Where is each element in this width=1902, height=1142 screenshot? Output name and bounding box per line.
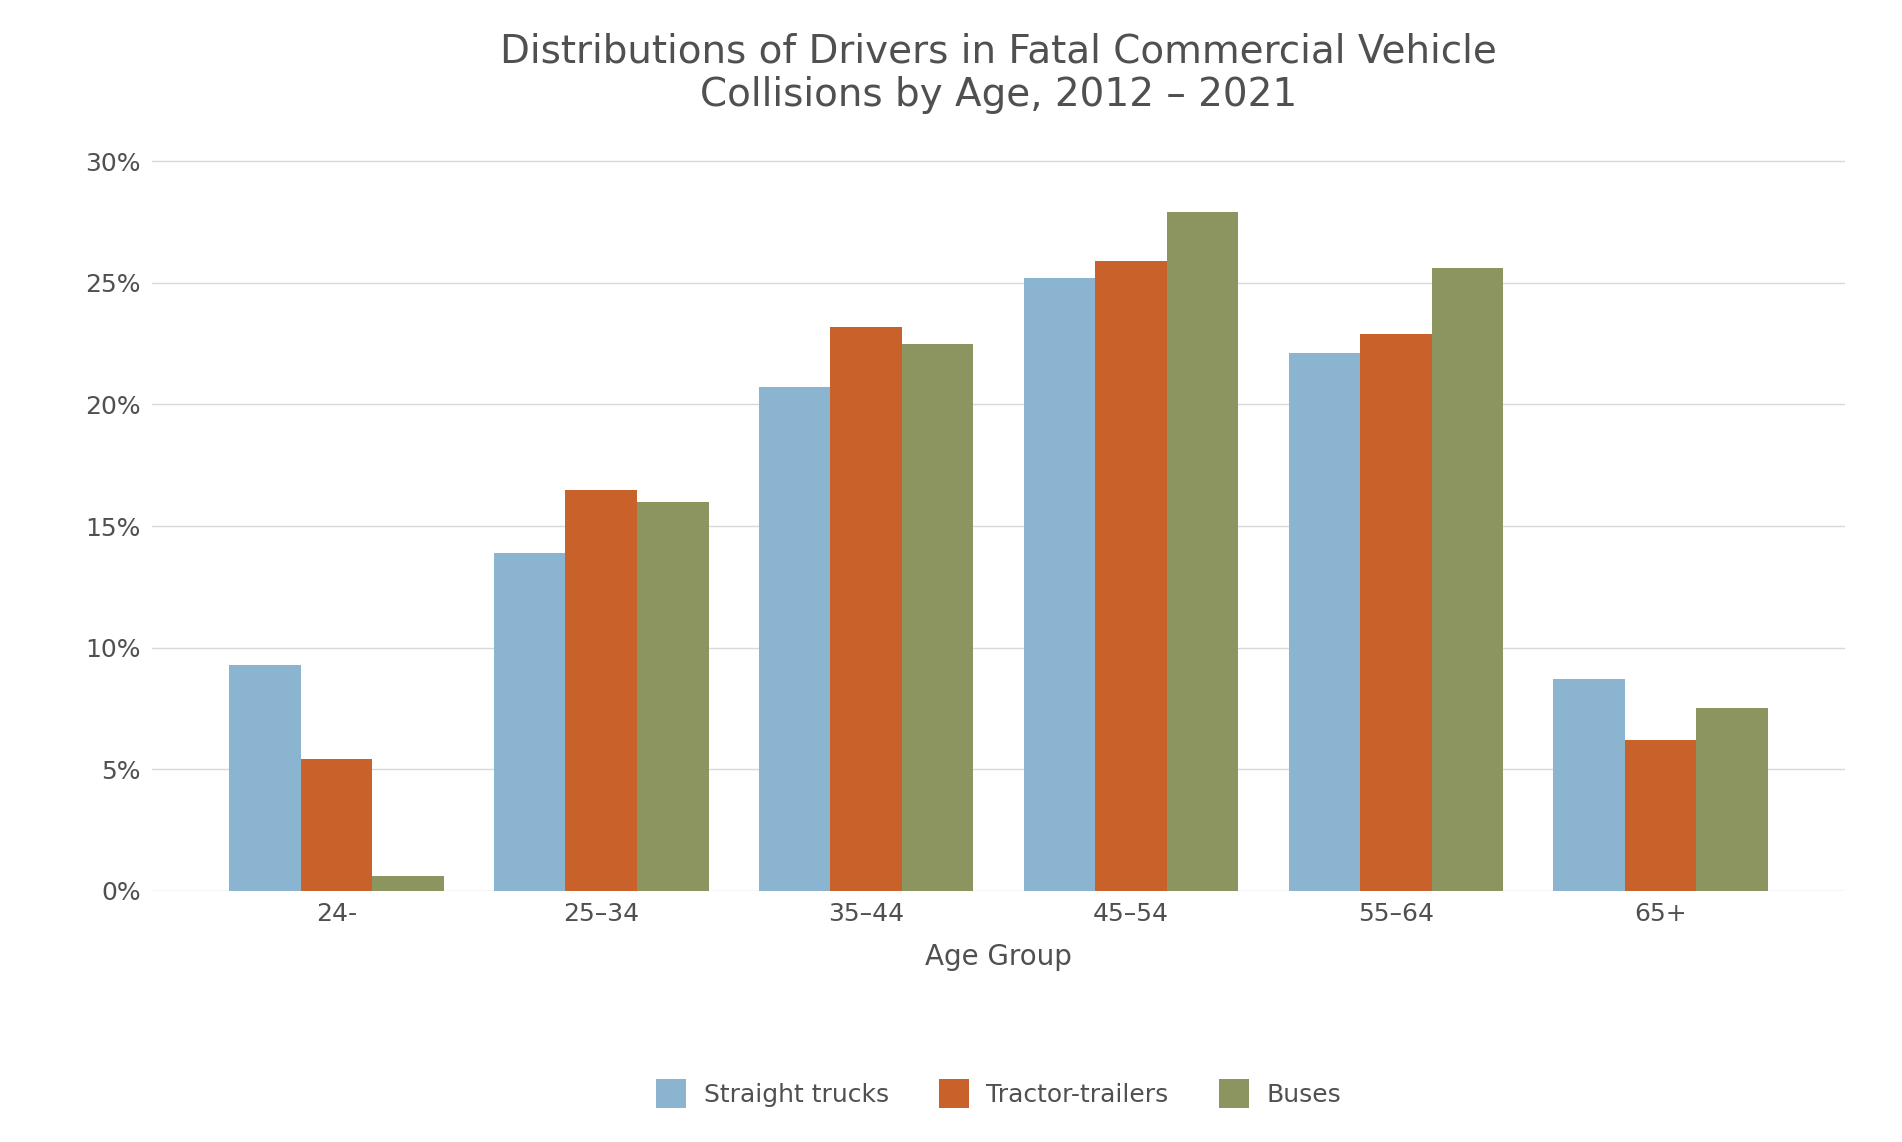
Bar bbox=[1432, 268, 1503, 891]
Bar bbox=[902, 344, 974, 891]
Bar bbox=[759, 387, 831, 891]
Bar bbox=[1166, 212, 1238, 891]
Bar bbox=[228, 665, 301, 891]
Bar bbox=[637, 501, 709, 891]
Bar bbox=[373, 876, 443, 891]
Bar bbox=[831, 327, 902, 891]
Bar bbox=[301, 759, 373, 891]
X-axis label: Age Group: Age Group bbox=[924, 942, 1073, 971]
Bar bbox=[1288, 353, 1360, 891]
Bar bbox=[1697, 708, 1769, 891]
Legend: Straight trucks, Tractor-trailers, Buses: Straight trucks, Tractor-trailers, Buses bbox=[647, 1069, 1350, 1118]
Bar bbox=[1096, 262, 1166, 891]
Bar bbox=[1360, 333, 1432, 891]
Bar bbox=[1624, 740, 1697, 891]
Bar bbox=[1554, 679, 1624, 891]
Bar bbox=[1023, 278, 1096, 891]
Bar bbox=[495, 553, 565, 891]
Bar bbox=[565, 490, 637, 891]
Title: Distributions of Drivers in Fatal Commercial Vehicle
Collisions by Age, 2012 – 2: Distributions of Drivers in Fatal Commer… bbox=[500, 32, 1497, 114]
